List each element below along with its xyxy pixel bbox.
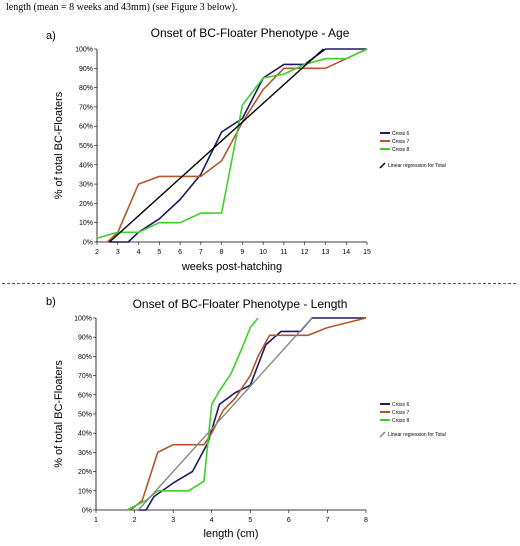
x-tick-label: 3 (116, 249, 120, 256)
series-line-cross-6 (138, 317, 366, 511)
y-tick-label: 50% (78, 412, 92, 419)
y-tick-label: 20% (78, 469, 92, 476)
y-tick-label: 30% (78, 450, 92, 457)
x-tick-label: 4 (137, 249, 141, 256)
chart-title-age: Onset of BC-Floater Phenotype - Age (150, 26, 350, 40)
y-tick-label: 0% (82, 508, 92, 515)
y-tick-label: 10% (78, 488, 92, 495)
y-tick-label: 40% (78, 431, 92, 438)
x-tick-label: 7 (325, 517, 329, 524)
series-line-cross-8 (96, 48, 368, 239)
panel-divider (2, 283, 516, 284)
y-tick-label: 80% (79, 85, 93, 92)
x-tick-label: 1 (94, 517, 98, 524)
x-tick-label: 12 (301, 249, 309, 256)
x-tick-label: 10 (259, 249, 267, 256)
series-line-cross-8 (126, 317, 259, 511)
legend-label: Cross 8 (392, 418, 409, 424)
legend-label: Linear regression for Total (388, 163, 446, 169)
legend-swatch (379, 162, 386, 169)
legend-label: Cross 6 (392, 402, 409, 408)
y-tick-label: 100% (74, 316, 92, 323)
y-tick-label: 40% (79, 162, 93, 169)
y-tick-label: 50% (79, 143, 93, 150)
legend-label: Cross 7 (392, 410, 409, 416)
x-tick-label: 4 (210, 517, 214, 524)
y-tick-label: 80% (78, 354, 92, 361)
legend-label: Cross 7 (392, 139, 409, 145)
y-tick-label: 100% (75, 47, 93, 54)
x-tick-label: 7 (199, 249, 203, 256)
x-tick-label: 5 (248, 517, 252, 524)
x-tick-label: 6 (178, 249, 182, 256)
x-tick-label: 8 (220, 249, 224, 256)
y-tick-label: 60% (78, 392, 92, 399)
legend-label: Cross 6 (392, 131, 409, 137)
y-axis-label: % of total BC-Floaters (53, 360, 65, 468)
series-line-linear-regression-for-total (109, 48, 324, 243)
x-tick-label: 14 (342, 249, 350, 256)
series-line-cross-7 (130, 317, 367, 511)
y-tick-label: 30% (79, 182, 93, 189)
y-tick-label: 70% (78, 373, 92, 380)
y-axis-label: % of total BC-Floaters (53, 91, 65, 199)
x-tick-label: 2 (133, 517, 137, 524)
y-tick-label: 20% (79, 201, 93, 208)
chart-title-length: Onset of BC-Floater Phenotype - Length (132, 297, 348, 311)
y-tick-label: 90% (79, 66, 93, 73)
x-tick-label: 9 (240, 249, 244, 256)
y-tick-label: 10% (79, 220, 93, 227)
x-axis-label: weeks post-hatching (181, 261, 282, 273)
x-axis-label: length (cm) (203, 528, 258, 540)
x-tick-label: 8 (364, 517, 368, 524)
intro-text: length (mean = 8 weeks and 43mm) (see Fi… (6, 2, 238, 13)
y-tick-label: 90% (78, 335, 92, 342)
x-tick-label: 3 (171, 517, 175, 524)
series-line-linear-regression-for-total (137, 317, 313, 511)
x-tick-label: 15 (363, 249, 371, 256)
legend-label: Linear regression for Total (388, 432, 446, 438)
y-tick-label: 60% (79, 124, 93, 131)
x-tick-label: 2 (95, 249, 99, 256)
x-tick-label: 11 (280, 249, 287, 256)
panel-label-a: a) (46, 30, 56, 42)
y-tick-label: 0% (83, 240, 93, 247)
x-tick-label: 5 (157, 249, 161, 256)
series-line-cross-7 (106, 48, 368, 243)
x-tick-label: 6 (287, 517, 291, 524)
legend-swatch (379, 431, 386, 438)
legend-label: Cross 8 (392, 147, 409, 153)
x-tick-label: 13 (322, 249, 330, 256)
panel-label-b: b) (46, 296, 56, 308)
y-tick-label: 70% (79, 104, 93, 111)
